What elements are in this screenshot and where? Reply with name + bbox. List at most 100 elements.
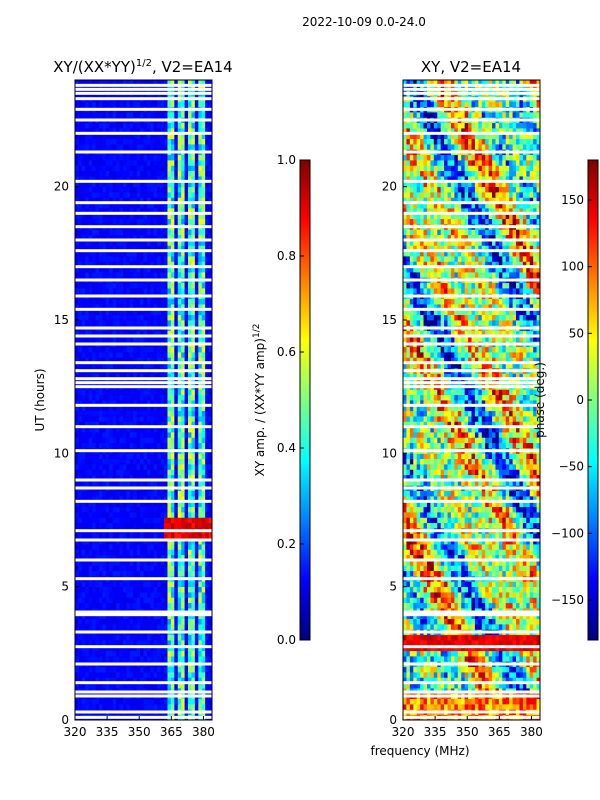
- amplitude-cell: [78, 101, 83, 108]
- amplitude-cell: [85, 432, 90, 438]
- amplitude-cell: [208, 656, 213, 662]
- amplitude-cell: [109, 389, 114, 396]
- amplitude-cell: [170, 346, 175, 353]
- amplitude-cell: [95, 336, 100, 342]
- amplitude-cell: [98, 645, 103, 652]
- amplitude-cell: [201, 272, 206, 278]
- amplitude-cell: [81, 250, 86, 257]
- amplitude-cell: [88, 234, 93, 241]
- amplitude-cell: [170, 208, 175, 214]
- amplitude-cell: [160, 506, 165, 513]
- amplitude-cell: [170, 272, 175, 278]
- amplitude-cell: [133, 533, 138, 540]
- amplitude-cell: [102, 704, 107, 710]
- amplitude-cell: [78, 464, 83, 470]
- amplitude-cell: [208, 394, 213, 401]
- amplitude-cell: [129, 170, 134, 177]
- amplitude-cell: [153, 362, 158, 369]
- amplitude-cell: [201, 592, 206, 598]
- amplitude-cell: [181, 624, 185, 630]
- amplitude-cell: [143, 624, 148, 630]
- amplitude-blank-row: [75, 694, 212, 698]
- amplitude-cell: [92, 346, 96, 353]
- amplitude-cell: [75, 176, 79, 182]
- amplitude-cell: [181, 346, 185, 353]
- amplitude-cell: [129, 704, 134, 710]
- amplitude-cell: [146, 352, 151, 358]
- amplitude-cell: [126, 256, 131, 262]
- amplitude-cell: [98, 533, 103, 540]
- amplitude-cell: [146, 234, 151, 241]
- amplitude-cell: [146, 618, 151, 625]
- amplitude-cell: [136, 544, 141, 550]
- amplitude-cell: [85, 426, 90, 433]
- amplitude-blank-row: [75, 681, 212, 685]
- amplitude-cell: [167, 538, 172, 545]
- amplitude-cell: [95, 602, 100, 609]
- amplitude-cell: [105, 522, 110, 529]
- amplitude-cell: [191, 266, 196, 273]
- amplitude-cell: [170, 304, 175, 310]
- amplitude-cell: [81, 170, 86, 177]
- amplitude-cell: [146, 437, 151, 444]
- amplitude-cell: [78, 544, 83, 550]
- amplitude-cell: [174, 112, 179, 118]
- amplitude-cell: [191, 282, 196, 289]
- amplitude-cell: [160, 613, 165, 620]
- amplitude-cell: [92, 138, 96, 145]
- amplitude-cell: [140, 122, 144, 129]
- amplitude-cell: [198, 645, 203, 652]
- amplitude-cell: [92, 554, 96, 561]
- amplitude-cell: [181, 272, 185, 278]
- amplitude-cell: [112, 480, 117, 486]
- amplitude-cell: [92, 208, 96, 214]
- amplitude-cell: [164, 144, 168, 150]
- amplitude-cell: [95, 112, 100, 118]
- amplitude-cell: [188, 197, 192, 204]
- amplitude-cell: [133, 645, 138, 652]
- amplitude-cell: [177, 501, 182, 508]
- amplitude-cell: [85, 400, 90, 406]
- amplitude-cell: [102, 698, 107, 705]
- amplitude-cell: [116, 346, 120, 353]
- amplitude-cell: [157, 304, 162, 310]
- amplitude-cell: [109, 416, 114, 422]
- amplitude-cell: [153, 698, 158, 705]
- amplitude-cell: [116, 128, 120, 134]
- amplitude-cell: [95, 288, 100, 294]
- amplitude-cell: [157, 122, 162, 129]
- amplitude-cell: [205, 421, 209, 428]
- amplitude-cell: [146, 330, 151, 337]
- amplitude-cell: [122, 474, 127, 481]
- amplitude-cell: [119, 560, 124, 566]
- amplitude-cell: [191, 288, 196, 294]
- amplitude-cell: [188, 704, 192, 710]
- amplitude-cell: [208, 496, 213, 502]
- amplitude-cell: [157, 650, 162, 657]
- amplitude-cell: [181, 421, 185, 428]
- amplitude-cell: [153, 554, 158, 561]
- amplitude-cell: [109, 432, 114, 438]
- amplitude-cell: [177, 330, 182, 337]
- amplitude-cell: [81, 282, 86, 289]
- amplitude-cell: [92, 682, 96, 689]
- amplitude-cell: [174, 645, 179, 652]
- amplitude-cell: [116, 298, 120, 305]
- amplitude-cell: [133, 288, 138, 294]
- amplitude-cell: [140, 288, 144, 294]
- amplitude-cell: [177, 202, 182, 209]
- amplitude-cell: [75, 192, 79, 198]
- amplitude-cell: [205, 240, 209, 246]
- amplitude-cell: [177, 357, 182, 364]
- amplitude-cell: [122, 426, 127, 433]
- amplitude-cell: [191, 544, 196, 550]
- amplitude-cell: [78, 682, 83, 689]
- amplitude-cell: [129, 650, 134, 657]
- amplitude-cell: [88, 426, 93, 433]
- amplitude-cell: [167, 421, 172, 428]
- amplitude-cell: [164, 240, 168, 246]
- amplitude-cell: [105, 666, 110, 673]
- amplitude-cell: [112, 464, 117, 470]
- amplitude-cell: [122, 613, 127, 620]
- amplitude-cell: [198, 442, 203, 449]
